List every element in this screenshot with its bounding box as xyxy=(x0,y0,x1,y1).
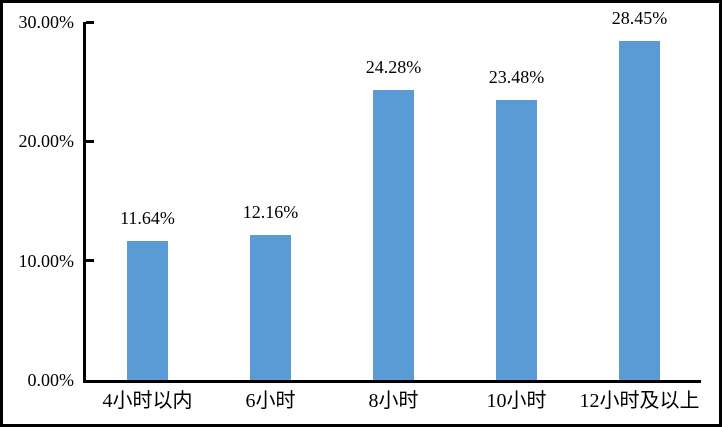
y-axis-tick-mark xyxy=(86,139,94,143)
bar-1 xyxy=(127,241,168,380)
x-axis-category-label: 6小时 xyxy=(245,390,296,412)
plot-area: 11.64% 12.16% 24.28% 23.48% 28.45% xyxy=(83,8,701,383)
y-axis-tick-label: 20.00% xyxy=(18,131,75,152)
bar-value-label: 28.45% xyxy=(611,7,668,28)
x-axis-category-label: 10小时 xyxy=(486,390,547,412)
x-axis-category-label: 4小时以内 xyxy=(102,390,193,412)
bar-value-label: 23.48% xyxy=(488,66,545,87)
x-axis-category-label: 12小时及以上 xyxy=(579,390,700,412)
y-axis-tick-label: 10.00% xyxy=(18,250,75,271)
x-axis-category-label: 8小时 xyxy=(368,390,419,412)
bar-4 xyxy=(496,99,537,380)
y-axis-tick-mark xyxy=(86,20,94,24)
bar-5 xyxy=(619,40,660,380)
bar-value-label: 11.64% xyxy=(120,208,175,229)
y-axis-tick-label: 30.00% xyxy=(18,12,75,32)
bar-value-label: 24.28% xyxy=(365,57,422,78)
bar-3 xyxy=(373,90,414,380)
y-axis-tick-label: 0.00% xyxy=(27,370,75,390)
bar-value-label: 12.16% xyxy=(242,201,299,222)
bar-2 xyxy=(250,234,291,380)
y-axis-tick-mark xyxy=(86,259,94,263)
